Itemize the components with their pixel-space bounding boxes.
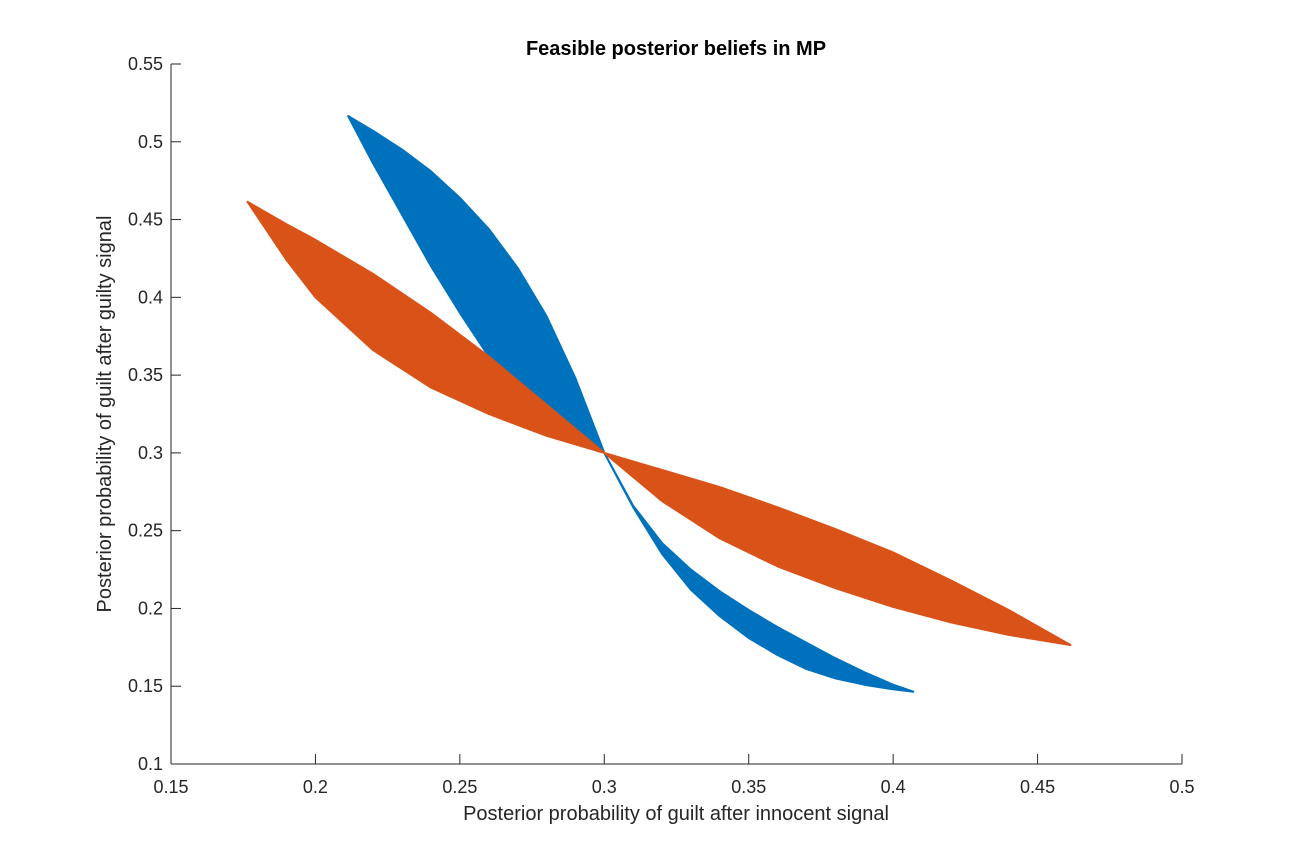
y-ticks-layer: 0.1 0.15 0.2 0.25 0.3 0.35 0.4 0.45 0.5 0.55 — [128, 54, 181, 774]
y-tick-label: 0.5 — [138, 132, 163, 152]
y-tick-label: 0.35 — [128, 365, 163, 385]
x-tick-label: 0.45 — [1020, 777, 1055, 797]
x-tick-label: 0.2 — [303, 777, 328, 797]
y-tick-label: 0.2 — [138, 598, 163, 618]
y-tick-label: 0.45 — [128, 210, 163, 230]
x-ticks-layer: 0.15 0.2 0.25 0.3 0.35 0.4 0.45 0.5 — [153, 754, 1195, 797]
regions-layer — [246, 115, 1072, 693]
feasible-region-2 — [246, 200, 1072, 646]
feasible-region-1 — [347, 115, 915, 693]
y-tick-label: 0.3 — [138, 443, 163, 463]
x-tick-label: 0.5 — [1169, 777, 1194, 797]
y-axis-label: Posterior probability of guilt after gui… — [94, 216, 116, 613]
x-axis-label: Posterior probability of guilt after inn… — [463, 803, 889, 825]
x-tick-label: 0.4 — [881, 777, 906, 797]
x-tick-label: 0.3 — [592, 777, 617, 797]
x-tick-label: 0.25 — [442, 777, 477, 797]
y-tick-label: 0.4 — [138, 287, 163, 307]
x-tick-label: 0.35 — [731, 777, 766, 797]
axes-layer — [170, 64, 1182, 765]
y-tick-label: 0.55 — [128, 54, 163, 74]
y-tick-label: 0.25 — [128, 521, 163, 541]
y-tick-label: 0.1 — [138, 754, 163, 774]
x-tick-label: 0.15 — [153, 777, 188, 797]
y-tick-label: 0.15 — [128, 676, 163, 696]
chart-title: Feasible posterior beliefs in MP — [526, 38, 826, 60]
